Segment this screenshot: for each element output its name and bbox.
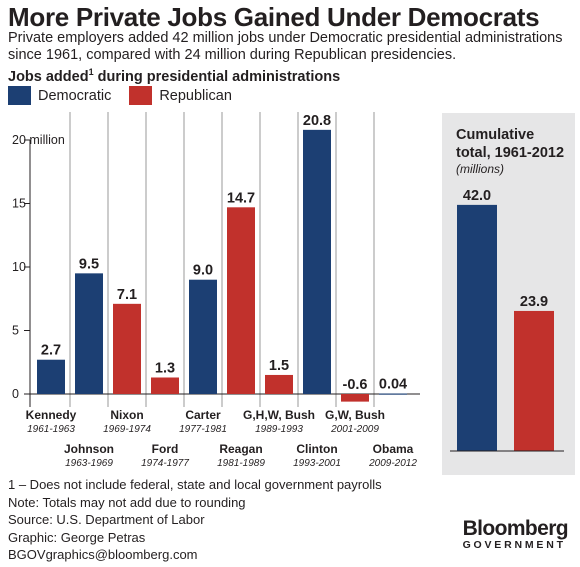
- panel-title-line1: Cumulative: [456, 127, 534, 143]
- value-label: 1.5: [269, 358, 289, 374]
- legend-label-democratic: Democratic: [38, 87, 112, 104]
- cumulative-bar-republican: [514, 310, 554, 451]
- bar-reagan: [227, 207, 255, 394]
- value-label: 0.04: [379, 376, 407, 392]
- notes: 1 – Does not include federal, state and …: [8, 476, 382, 564]
- bar-kennedy: [37, 359, 65, 394]
- brand-name: Bloomberg: [462, 517, 569, 540]
- bar-obama: [379, 393, 407, 395]
- value-label: -0.6: [343, 377, 368, 393]
- y-tick-label: 10: [12, 260, 26, 274]
- category-years: 1963-1969: [65, 458, 113, 469]
- legend-item-democratic: Democratic: [8, 86, 111, 105]
- category-label: Kennedy: [26, 408, 77, 422]
- source: Source: U.S. Department of Labor: [8, 512, 205, 527]
- category-years: 1969-1974: [103, 424, 151, 435]
- panel-subtitle: (millions): [456, 162, 504, 176]
- chart-label-text: Jobs added: [8, 68, 89, 85]
- category-years: 1961-1963: [27, 424, 75, 435]
- legend-label-republican: Republican: [159, 87, 232, 104]
- graphic-credit: Graphic: George Petras: [8, 529, 146, 545]
- bar-johnson: [75, 273, 103, 394]
- panel-title-line2: total, 1961-2012: [456, 145, 564, 161]
- value-label: 20.8: [303, 113, 331, 129]
- cumulative-value-label: 23.9: [520, 294, 548, 310]
- value-label: 2.7: [41, 343, 61, 359]
- bar-nixon: [113, 303, 141, 394]
- category-years: 1993-2001: [293, 458, 341, 469]
- bar-ford: [151, 377, 179, 394]
- category-years: 2009-2012: [368, 458, 417, 469]
- category-label: Ford: [152, 442, 179, 456]
- bar-g-h-w-bush: [265, 374, 293, 394]
- footnote-marker: 1: [88, 67, 94, 77]
- category-years: 1989-1993: [255, 424, 303, 435]
- category-label: G,H,W, Bush: [243, 408, 315, 422]
- y-tick-label: 20 million: [12, 133, 65, 147]
- value-label: 9.0: [193, 263, 213, 279]
- value-label: 7.1: [117, 287, 137, 303]
- value-label: 1.3: [155, 360, 175, 376]
- subtitle: Private employers added 42 million jobs …: [8, 30, 563, 63]
- page-title: More Private Jobs Gained Under Democrats: [8, 2, 540, 32]
- legend-swatch-republican: [129, 86, 153, 105]
- cumulative-value-label: 42.0: [463, 188, 491, 204]
- legend-item-republican: Republican: [129, 86, 232, 105]
- cumulative-bar-democratic: [457, 204, 497, 451]
- bloomberg-logo: Bloomberg GOVERNMENT: [462, 517, 569, 552]
- category-label: Johnson: [64, 442, 114, 456]
- category-label: G,W, Bush: [325, 408, 385, 422]
- bar-g-w-bush: [341, 394, 369, 402]
- legend-swatch-democratic: [8, 86, 31, 105]
- y-tick-label: 15: [12, 197, 26, 211]
- legend: Democratic Republican: [8, 86, 250, 105]
- footnote: 1 – Does not include federal, state and …: [8, 477, 382, 492]
- contact-email: BGOVgraphics@bloomberg.com: [8, 547, 198, 562]
- category-years: 1981-1989: [217, 458, 265, 469]
- category-years: 1974-1977: [141, 458, 189, 469]
- category-label: Reagan: [219, 442, 262, 456]
- rounding-note: Note: Totals may not add due to rounding: [8, 494, 246, 510]
- bar-carter: [189, 279, 217, 394]
- y-tick-label: 0: [12, 387, 19, 401]
- bar-clinton: [303, 129, 331, 394]
- category-label: Obama: [373, 442, 414, 456]
- chart-label-suffix: during presidential administrations: [93, 68, 341, 85]
- category-label: Carter: [185, 408, 221, 422]
- y-tick-label: 5: [12, 324, 19, 338]
- category-years: 1977-1981: [179, 424, 227, 435]
- category-label: Nixon: [110, 408, 143, 422]
- category-years: 2001-2009: [330, 424, 379, 435]
- value-label: 14.7: [227, 190, 255, 206]
- chart-label: Jobs added1 during presidential administ…: [8, 67, 340, 85]
- category-label: Clinton: [296, 442, 337, 456]
- value-label: 9.5: [79, 256, 99, 272]
- brand-sub: GOVERNMENT: [462, 539, 566, 551]
